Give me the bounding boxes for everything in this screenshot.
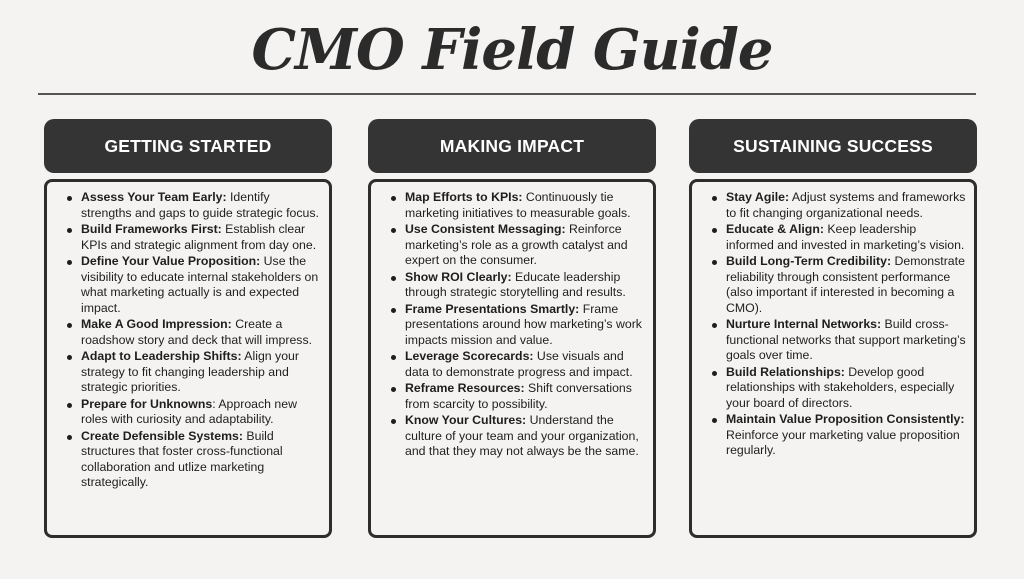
item-description: Adjust systems and frameworks to fit cha… [726,190,966,220]
item-term: Nurture Internal Networks: [726,317,882,331]
item-term: Build Frameworks First: [81,222,222,236]
column-getting-started: GETTING STARTED Assess Your Team Early: … [44,119,332,538]
list-item: Build Frameworks First: Establish clear … [67,222,321,253]
list-item: Define Your Value Proposition: Use the v… [67,254,321,316]
item-description: Reinforce marketing’s role as a growth c… [405,222,628,267]
list-item: Create Defensible Systems: Build structu… [67,428,321,491]
item-term: Reframe Resources: [405,381,525,395]
list-item: Build Relationships: Develop good relati… [712,364,966,412]
item-description: Demonstrate reliability through consiste… [726,254,965,315]
list-item: Prepare for Unknowns: Approach new roles… [67,396,321,428]
item-description: Educate leadership through strategic sto… [405,269,626,300]
item-description: Use the visibility to educate internal s… [81,254,319,315]
list-item: Show ROI Clearly: Educate leadership thr… [391,269,645,301]
item-description: Understand the culture of your team and … [405,413,639,458]
list-item: Maintain Value Proposition Consistently:… [712,412,966,459]
item-description: Continuously tie marketing initiatives t… [405,190,631,220]
item-term: Know Your Cultures: [405,413,527,427]
list-item: Educate & Align: Keep leadership informe… [712,222,966,253]
column-heading: GETTING STARTED [44,119,332,173]
item-description: : Approach new roles with curiosity and … [81,396,297,427]
item-description: Use visuals and data to demonstrate prog… [405,349,633,379]
list-item: Make A Good Impression: Create a roadsho… [67,317,321,348]
item-term: Define Your Value Proposition: [81,254,261,268]
item-list: Map Efforts to KPIs: Continuously tie ma… [381,190,645,460]
item-term: Adapt to Leadership Shifts: [81,349,242,363]
item-term: Show ROI Clearly: [405,269,512,284]
list-item: Stay Agile: Adjust systems and framework… [712,190,966,221]
column-heading: SUSTAINING SUCCESS [689,119,977,173]
list-item: Assess Your Team Early: Identify strengt… [67,190,321,221]
item-description: Develop good relationships with stakehol… [726,364,955,410]
item-term: Prepare for Unknowns [81,396,213,411]
item-term: Build Long-Term Credibility: [726,254,892,268]
item-description: Build structures that foster cross-funct… [81,428,283,490]
item-term: Make A Good Impression: [81,317,232,331]
item-term: Assess Your Team Early: [81,190,227,204]
list-item: Frame Presentations Smartly: Frame prese… [391,301,645,349]
item-term: Build Relationships: [726,364,845,379]
list-item: Adapt to Leadership Shifts: Align your s… [67,349,321,396]
item-list: Stay Agile: Adjust systems and framework… [702,190,966,459]
item-term: Use Consistent Messaging: [405,222,566,236]
column-sustaining-success: SUSTAINING SUCCESS Stay Agile: Adjust sy… [689,119,977,538]
item-description: Keep leadership informed and invested in… [726,222,965,252]
list-item: Leverage Scorecards: Use visuals and dat… [391,349,645,380]
item-term: Leverage Scorecards: [405,349,534,363]
list-item: Reframe Resources: Shift conversations f… [391,381,645,412]
column-content-box: Stay Agile: Adjust systems and framework… [689,179,977,538]
item-description: Create a roadshow story and deck that wi… [81,317,313,347]
list-item: Use Consistent Messaging: Reinforce mark… [391,222,645,269]
item-term: Stay Agile: [726,190,790,204]
item-term: Map Efforts to KPIs: [405,190,523,204]
item-description: Align your strategy to fit changing lead… [81,349,299,394]
list-item: Build Long-Term Credibility: Demonstrate… [712,254,966,316]
item-term: Frame Presentations Smartly: [405,301,580,316]
column-content-box: Map Efforts to KPIs: Continuously tie ma… [368,179,656,538]
item-term: Maintain Value Proposition Consistently: [726,412,965,426]
item-term: Create Defensible Systems: [81,428,243,443]
list-item: Know Your Cultures: Understand the cultu… [391,413,645,460]
item-description: Shift conversations from scarcity to pos… [405,381,632,411]
item-list: Assess Your Team Early: Identify strengt… [57,190,321,491]
list-item: Map Efforts to KPIs: Continuously tie ma… [391,190,645,221]
page-title: CMO Field Guide [251,17,773,83]
item-term: Educate & Align: [726,222,824,236]
column-content-box: Assess Your Team Early: Identify strengt… [44,179,332,538]
item-description: Identify strengths and gaps to guide str… [81,190,319,220]
item-description: Reinforce your marketing value propositi… [726,427,960,458]
column-making-impact: MAKING IMPACT Map Efforts to KPIs: Conti… [368,119,656,538]
item-description: Establish clear KPIs and strategic align… [81,222,317,252]
list-item: Nurture Internal Networks: Build cross-f… [712,317,966,364]
item-description: Build cross-functional networks that sup… [726,317,966,362]
title-divider [38,93,976,95]
item-description: Frame presentations around how marketing… [405,301,642,347]
column-heading: MAKING IMPACT [368,119,656,173]
